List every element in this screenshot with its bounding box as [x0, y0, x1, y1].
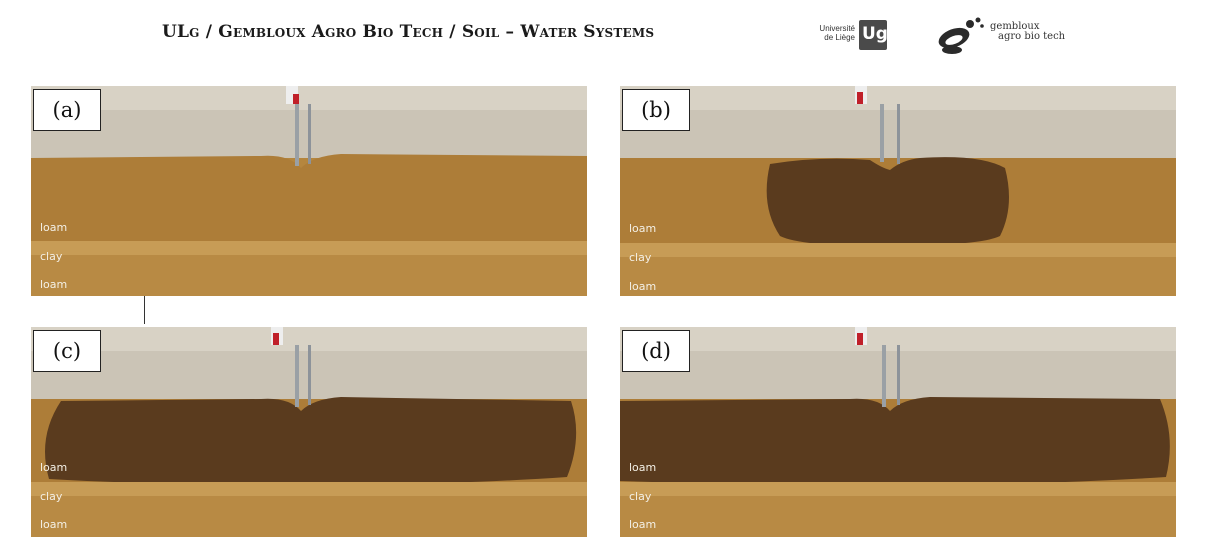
photo-panel-a: (a) loam clay loam [31, 86, 587, 296]
divider-line [144, 296, 145, 324]
ulg-logo-text: Université de Liège [819, 24, 855, 42]
layer-label-loam-top: loam [629, 222, 657, 235]
layer-label-loam-bottom: loam [629, 518, 657, 531]
gembloux-logo-icon [938, 17, 984, 54]
header: ULg / Gembloux Agro Bio Tech / Soil – Wa… [0, 0, 1208, 70]
panel-tag: (b) [622, 89, 690, 131]
layer-label-clay: clay [629, 251, 652, 264]
panel-tag: (c) [33, 330, 101, 372]
gembloux-logo-text: gembloux agro bio tech [990, 21, 1066, 42]
panel-tag: (a) [33, 89, 101, 131]
photo-panel-d: (d) loam clay loam [620, 327, 1176, 537]
layer-label-clay: clay [629, 490, 652, 503]
soil-tank-photo-a [31, 86, 587, 296]
layer-label-clay: clay [40, 490, 63, 503]
soil-tank-photo-d [620, 327, 1176, 537]
page-title: ULg / Gembloux Agro Bio Tech / Soil – Wa… [162, 22, 655, 42]
layer-label-loam-top: loam [40, 461, 68, 474]
ulg-logo: Université de Liège Ug [803, 20, 893, 54]
layer-label-loam-top: loam [40, 221, 68, 234]
layer-label-loam-top: loam [629, 461, 657, 474]
layer-label-loam-bottom: loam [629, 280, 657, 293]
photo-panel-c: (c) loam clay loam [31, 327, 587, 537]
layer-label-loam-bottom: loam [40, 278, 68, 291]
soil-tank-photo-c [31, 327, 587, 537]
panel-tag: (d) [622, 330, 690, 372]
ulg-logo-mark: Ug [859, 20, 888, 50]
gembloux-logo: gembloux agro bio tech [930, 14, 1070, 56]
photo-panel-b: (b) loam clay loam [620, 86, 1176, 296]
soil-tank-photo-b [620, 86, 1176, 296]
layer-label-loam-bottom: loam [40, 518, 68, 531]
layer-label-clay: clay [40, 250, 63, 263]
